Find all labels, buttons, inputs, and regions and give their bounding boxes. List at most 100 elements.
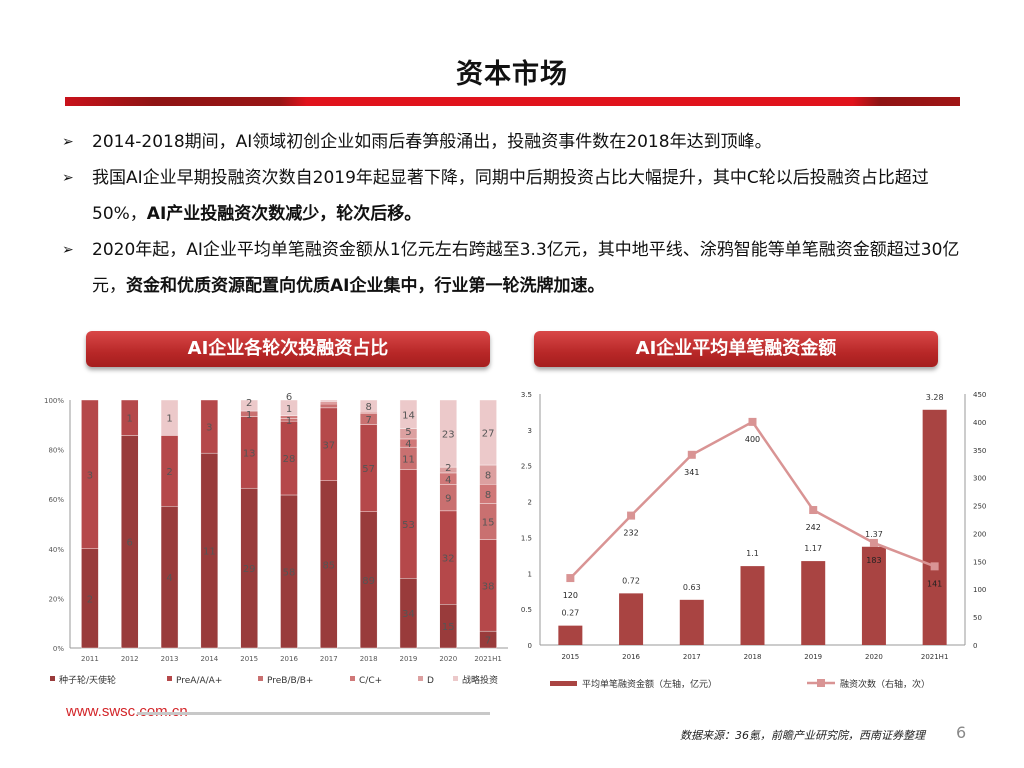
arrow-bullet-icon: ➢ [62,242,74,258]
data-label: 11 [402,454,415,465]
data-label: 6 [127,538,133,549]
x-tick-label: 2013 [161,655,179,663]
x-tick-label: 2011 [81,655,99,663]
data-label: 28 [283,454,296,465]
legend-label: D [427,676,434,686]
x-tick-label: 2021H1 [921,653,949,661]
bar-value-label: 1.17 [804,544,822,553]
bar-segment [280,399,298,417]
bar [619,593,644,645]
data-label: 13 [243,448,256,459]
bar-value-label: 0.72 [622,576,640,585]
y-tick-label: 40% [48,546,64,554]
bar-value-label: 1.1 [746,549,759,558]
data-label: 4 [166,573,172,584]
bar-segment [439,399,457,468]
data-label: 57 [362,464,375,475]
legend-label: 战略投资 [462,674,498,686]
data-label: 37 [322,440,335,451]
data-label: 4 [445,475,451,486]
right-chart-title: AI企业平均单笔融资金额 [534,331,938,367]
data-label: 11 [203,547,216,558]
bullet-bold-text: 资金和优质资源配置向优质AI企业集中，行业第一轮洗牌加速。 [126,276,605,296]
line-value-label: 232 [623,529,638,538]
right-y-tick-label: 400 [973,419,986,427]
bar-value-label: 0.27 [561,609,579,618]
legend-swatch [50,676,55,681]
data-label: 1 [127,414,133,425]
page-title: 资本市场 [456,59,568,90]
bullet-2: ➢ 我国AI企业早期投融资次数自2019年起显著下降，同期中后期投资占比大幅提升… [62,160,972,232]
data-label: 27 [482,429,495,440]
bullet-text: 我国AI企业早期投融资次数自2019年起显著下降，同期中后期投资占比大幅提升，其… [92,168,929,224]
left-y-tick-label: 2 [528,499,532,507]
right-y-tick-label: 300 [973,475,986,483]
data-label: 9 [445,494,451,505]
bar [679,599,704,645]
x-tick-label: 2017 [683,653,701,661]
bar-segment [240,399,258,412]
bullet-3: ➢ 2020年起，AI企业平均单笔融资金额从1亿元左右跨越至3.3亿元，其中地平… [62,232,972,304]
x-tick-label: 2019 [400,655,418,663]
y-tick-label: 60% [48,496,64,504]
x-tick-label: 2021H1 [474,655,502,663]
data-label: 7 [365,415,371,426]
line-marker [566,574,575,583]
line-value-label: 183 [866,556,881,565]
bar-segment [160,399,179,436]
bar-segment [479,399,497,466]
legend-label: 平均单笔融资金额（左轴，亿元） [582,678,717,690]
website-link[interactable]: www.swsc.com.cn [66,703,188,720]
data-label: 6 [286,392,292,403]
data-label: 2 [246,398,252,409]
left-chart-title: AI企业各轮次投融资占比 [86,331,490,367]
bar-segment [121,399,139,436]
data-label: 2 [87,594,93,605]
right-y-tick-label: 350 [973,447,986,455]
x-tick-label: 2016 [622,653,640,661]
bar [922,409,947,645]
x-tick-label: 2020 [439,655,457,663]
right-y-tick-label: 200 [973,530,986,538]
bar [558,625,583,645]
data-label: 32 [442,554,455,565]
legend-swatch [350,676,355,681]
line-value-label: 242 [806,523,821,532]
arrow-bullet-icon: ➢ [62,134,74,150]
bar-line-chart: 0 0.5 1 1.5 2 2.5 3 3.5 0 50 100 150 200 250 300 350 400… [521,391,987,690]
right-y-tick-label: 100 [973,586,986,594]
left-y-tick-label: 0.5 [521,606,532,614]
data-label: 15 [482,518,495,529]
left-y-tick-label: 2.5 [521,463,532,471]
data-label: 58 [283,567,296,578]
data-label: 5 [405,427,411,438]
legend-label: 种子轮/天使轮 [59,674,116,686]
data-label: 23 [442,430,455,441]
bar-segment [81,399,99,550]
bar-segment [399,399,418,429]
right-y-tick-label: 150 [973,558,986,566]
title-divider [65,97,960,106]
bar-segment [200,399,219,454]
x-tick-label: 2018 [360,655,378,663]
data-label: 3 [87,470,93,481]
bullet-text: 2020年起，AI企业平均单笔融资金额从1亿元左右跨越至3.3亿元，其中地平线、… [92,240,960,296]
x-tick-label: 2017 [320,655,338,663]
data-label: 29 [243,564,256,575]
bullet-list: ➢ 2014-2018期间，AI领域初创企业如雨后春笋般涌出，投融资事件数在20… [62,124,972,304]
legend-label: C/C+ [359,676,382,686]
data-label: 7 [485,636,491,647]
bullet-bold-text: AI产业投融资次数减少，轮次后移。 [146,204,422,224]
data-label: 1 [286,404,292,415]
x-tick-label: 2015 [240,655,258,663]
page-number: 6 [956,723,967,742]
bar-segment [320,401,338,405]
data-label: 53 [402,520,415,531]
x-tick-label: 2019 [804,653,822,661]
y-tick-label: 20% [48,595,64,603]
data-label: 38 [482,581,495,592]
bar-value-label: 0.63 [683,583,701,592]
x-tick-label: 2020 [865,653,883,661]
x-tick-label: 2016 [280,655,298,663]
bar-segment [359,399,378,413]
